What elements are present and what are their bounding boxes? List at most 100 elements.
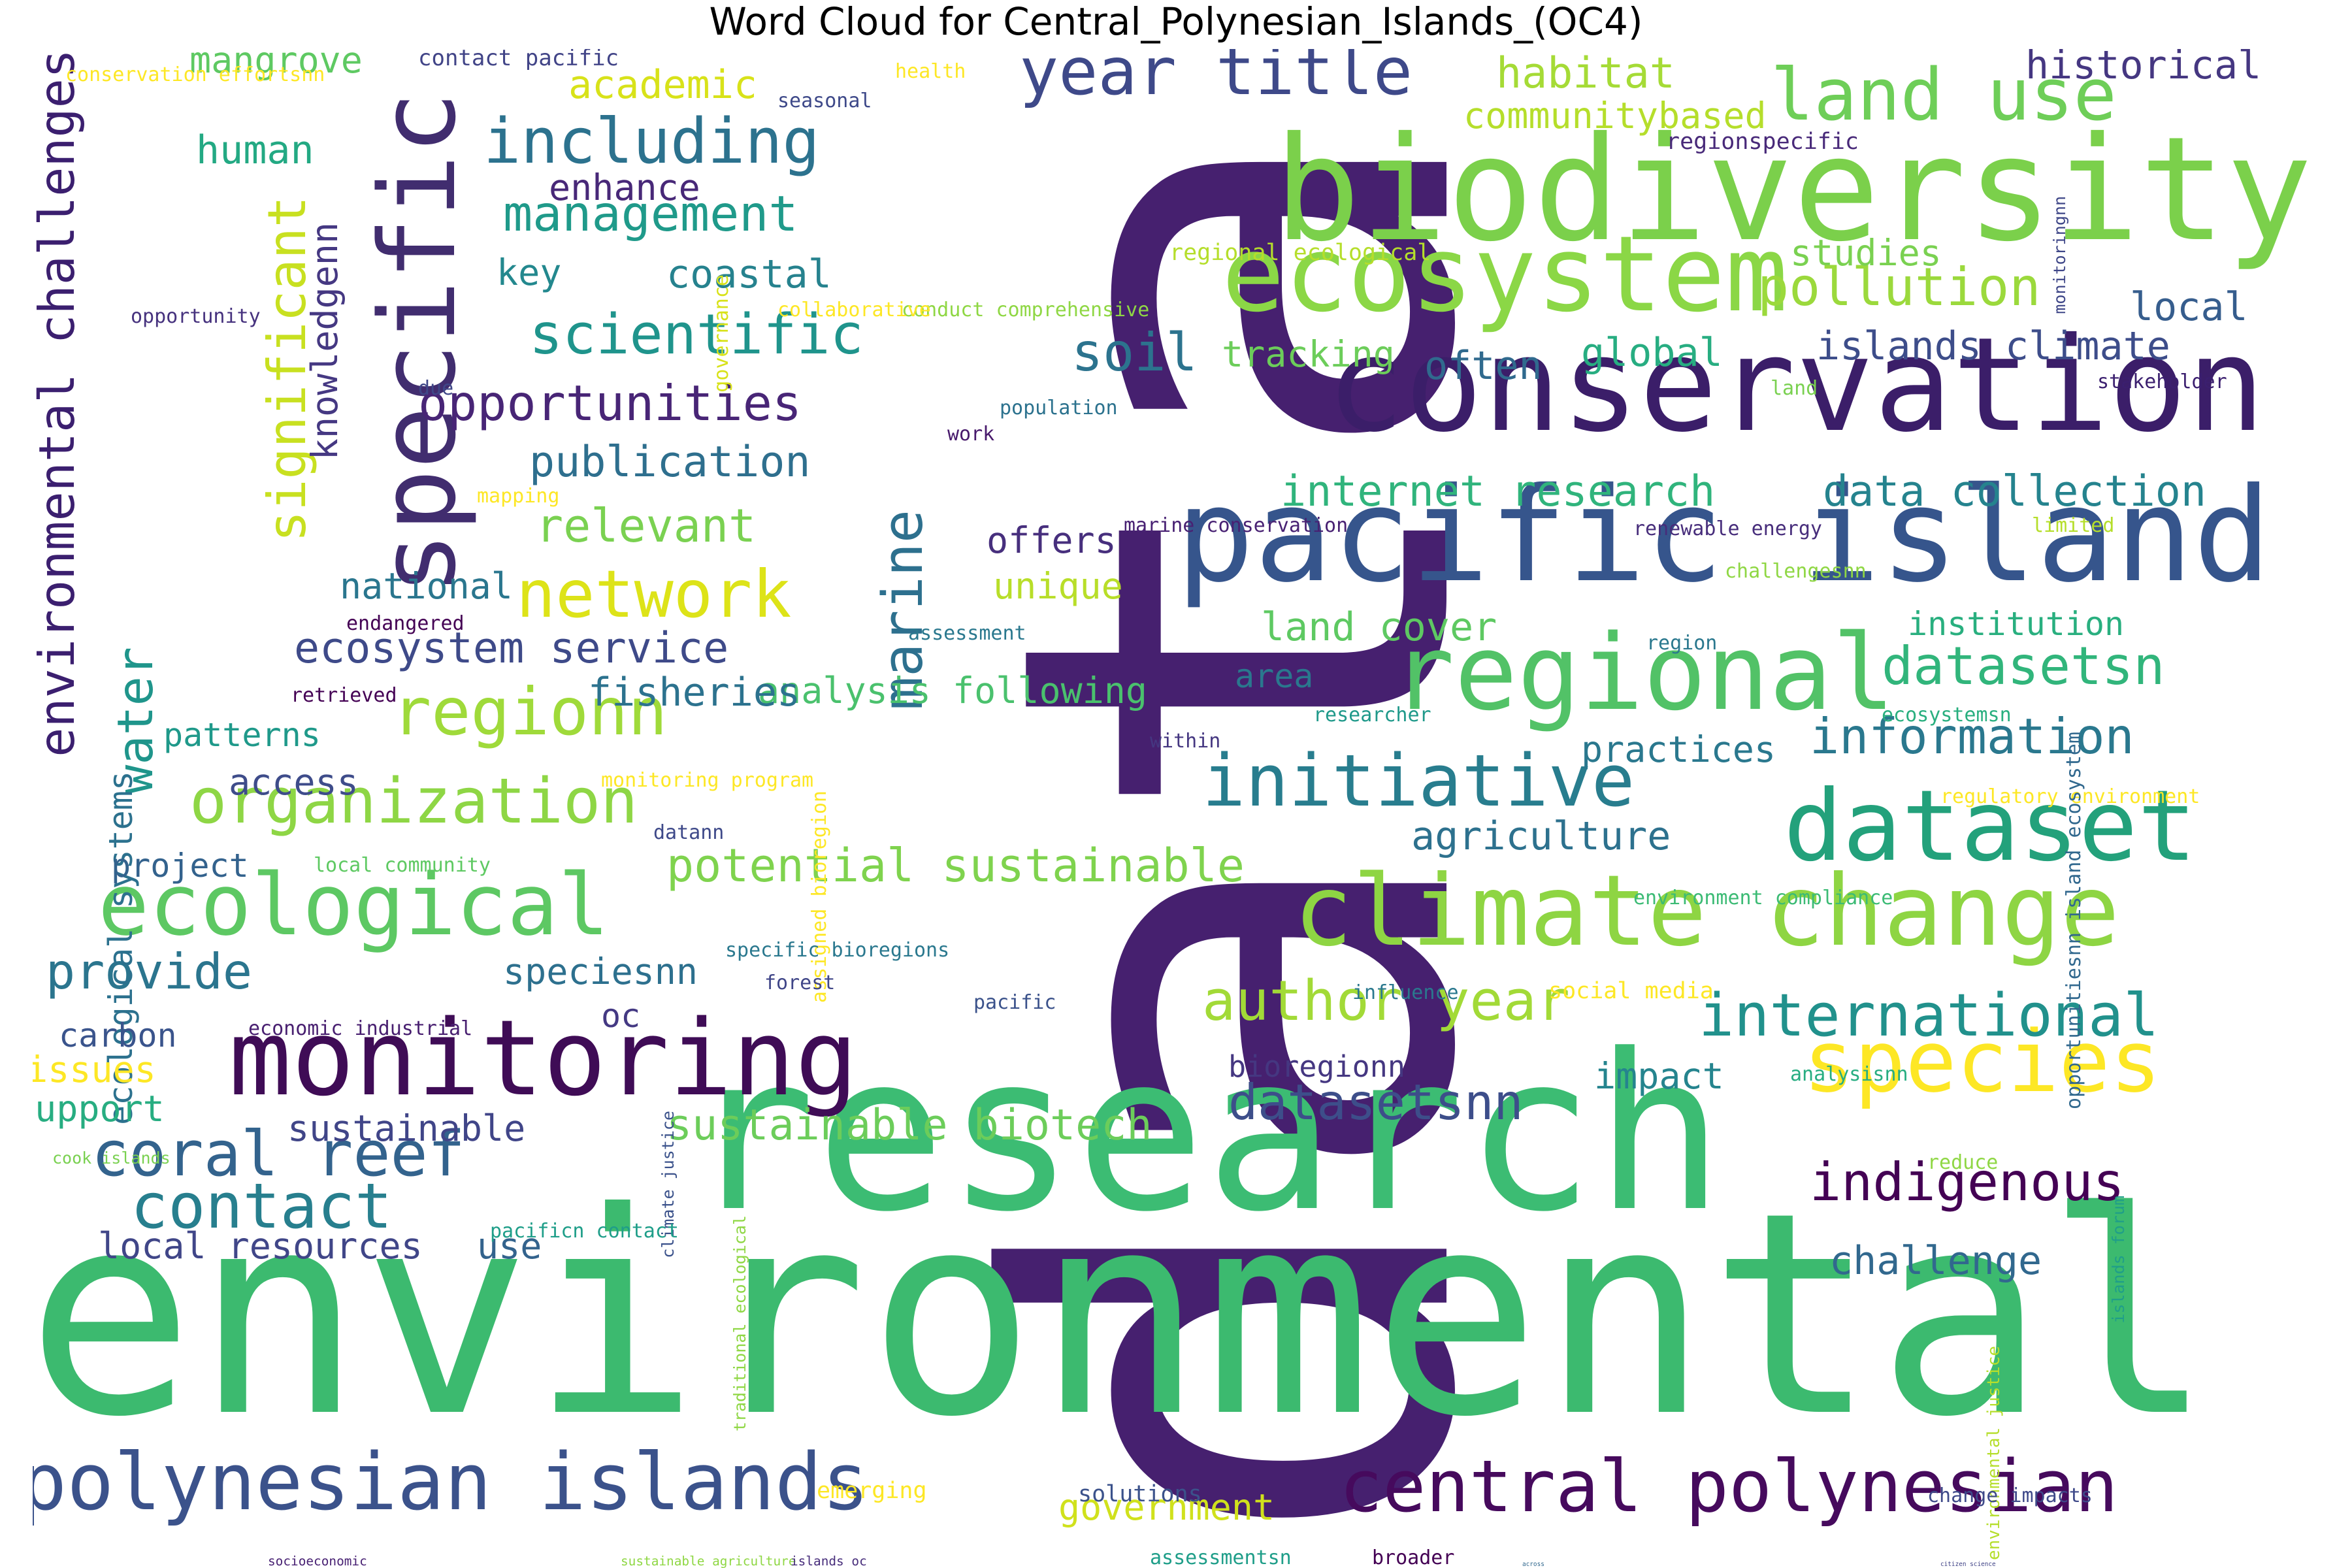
- word-cook-islands: cook islands: [52, 1149, 171, 1168]
- word-institution: institution: [1908, 605, 2125, 643]
- word-regional-ecological: regional ecological: [1169, 240, 1431, 266]
- word-sustainable: sustainable: [287, 1107, 526, 1149]
- word-regionspecific: regionspecific: [1666, 129, 1859, 155]
- word-network: network: [516, 556, 792, 632]
- word-challengesnn: challengesnn: [1725, 560, 1867, 583]
- word-regulatory-environment: regulatory environment: [1940, 785, 2200, 808]
- word-due: due: [418, 377, 454, 400]
- word-offers: offers: [987, 519, 1117, 561]
- word-communitybased: communitybased: [1463, 95, 1767, 137]
- word-pacific-island: pacific island: [1176, 459, 2272, 611]
- word-habitat: habitat: [1496, 49, 1675, 98]
- word-challenge: challenge: [1829, 1238, 2042, 1284]
- word-land-cover: land cover: [1261, 604, 1497, 650]
- word-cloud: data environmental research pacific island c…: [33, 49, 2319, 1568]
- word-data-collection: data collection: [1823, 467, 2206, 516]
- word-opportunity: opportunity: [131, 305, 261, 328]
- word-traditional-ecological: traditional ecological: [730, 1215, 749, 1432]
- word-patterns: patterns: [163, 716, 321, 754]
- word-monitoring-program: monitoring program: [601, 769, 814, 792]
- word-forest: forest: [764, 972, 836, 994]
- word-regional: regional: [1392, 612, 1895, 734]
- word-central-polynesian: central polynesian: [1339, 1445, 2119, 1528]
- word-scientific: scientific: [529, 302, 864, 367]
- word-historical: historical: [2025, 49, 2262, 88]
- word-area: area: [1235, 657, 1314, 695]
- word-datasetsnn: datasetsnn: [1228, 1073, 1524, 1131]
- word-key: key: [497, 252, 562, 293]
- word-marine-conservation: marine conservation: [1124, 514, 1348, 537]
- word-sustainable-agriculture: sustainable agriculture: [621, 1554, 796, 1568]
- word-dataset: dataset: [1784, 770, 2197, 883]
- word-national: national: [340, 565, 513, 607]
- word-within: within: [1150, 730, 1221, 753]
- word-human: human: [196, 127, 314, 173]
- word-change-impacts: change impacts: [1927, 1484, 2093, 1507]
- word-citizen-science: citizen science: [1940, 1561, 1996, 1568]
- word-across: across: [1522, 1561, 1544, 1568]
- word-publication: publication: [529, 438, 811, 487]
- word-species: species: [1803, 1012, 2161, 1111]
- word-regionn: regionn: [392, 674, 668, 750]
- word-islands-oc: islands oc: [791, 1554, 867, 1568]
- word-academic: academic: [568, 62, 757, 108]
- word-ecosystem: ecosystem: [1222, 213, 1788, 335]
- word-polynesian-islands: polynesian islands: [33, 1437, 870, 1528]
- word-unique: unique: [993, 565, 1123, 607]
- word-year-title: year title: [1019, 49, 1413, 110]
- word-coral-reef: coral reef: [91, 1119, 465, 1190]
- word-socioeconomic: socioeconomic: [268, 1554, 367, 1568]
- word-speciesnn: speciesnn: [503, 951, 698, 992]
- word-environment-compliance: environment compliance: [1633, 887, 1893, 909]
- word-carbon: carbon: [59, 1017, 177, 1054]
- word-mangrove: mangrove: [189, 49, 363, 81]
- word-pacific: pacific: [973, 991, 1056, 1014]
- word-soil: soil: [1071, 322, 1198, 383]
- word-relevant: relevant: [536, 499, 757, 553]
- word-assessment: assessment: [908, 622, 1026, 645]
- word-impact: impact: [1594, 1055, 1724, 1097]
- word-local: local: [2130, 284, 2248, 330]
- word-retrieved: retrieved: [291, 684, 397, 707]
- word-information: information: [1810, 708, 2134, 765]
- word-pacificn-contact: pacificn contact: [490, 1220, 679, 1243]
- word-ecosystemsn: ecosystemsn: [1882, 704, 2012, 727]
- word-pollution: pollution: [1757, 257, 2041, 318]
- word-coastal: coastal: [666, 252, 832, 297]
- word-monitoring: monitoring: [229, 997, 858, 1119]
- word-provide: provide: [46, 943, 253, 1000]
- word-economic-industrial: economic industrial: [248, 1017, 473, 1040]
- word-practices: practices: [1581, 728, 1776, 770]
- word-climate-change: climate change: [1294, 855, 2120, 968]
- word-local-community: local community: [314, 854, 491, 877]
- word-internet-research: internet research: [1281, 467, 1716, 516]
- word-oc: oc: [601, 997, 641, 1035]
- word-opportunities: opportunities: [418, 374, 802, 432]
- word-biodiversity: biodiversity: [1274, 106, 2313, 273]
- word-indigenous: indigenous: [1810, 1152, 2125, 1213]
- word-datann: datann: [653, 821, 725, 844]
- word-organization: organization: [189, 766, 638, 838]
- word-reduce: reduce: [1927, 1151, 1999, 1174]
- word-tracking: tracking: [1222, 333, 1395, 375]
- word-studies: studies: [1790, 232, 1942, 274]
- word-limited: limited: [2032, 514, 2115, 537]
- word-often: often: [1424, 343, 1543, 389]
- word-sustainable-biotech: sustainable biotech: [666, 1101, 1152, 1150]
- word-stakeholder: stakeholder: [2097, 370, 2227, 393]
- word-broader: broader: [1372, 1546, 1455, 1568]
- word-use: use: [477, 1225, 542, 1267]
- word-bioregionn: bioregionn: [1228, 1049, 1405, 1084]
- word-conservation: conservation: [1326, 309, 2266, 461]
- word-agriculture: agriculture: [1411, 813, 1671, 859]
- word-social-media: social media: [1548, 978, 1714, 1004]
- word-fisheries: fisheries: [588, 670, 801, 715]
- word-renewable-energy: renewable energy: [1633, 517, 1822, 540]
- word-including: including: [483, 106, 820, 178]
- word-health: health: [895, 60, 966, 83]
- word-endangered: endangered: [346, 612, 465, 635]
- word-collaborative: collaborative: [777, 299, 931, 321]
- word-access: access: [229, 761, 359, 803]
- word-influence: influence: [1352, 981, 1459, 1004]
